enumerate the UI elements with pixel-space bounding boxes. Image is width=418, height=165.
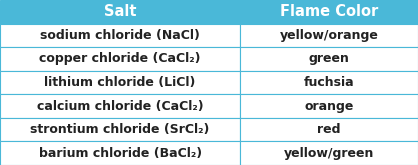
Text: yellow/green: yellow/green — [284, 147, 375, 160]
Text: copper chloride (CaCl₂): copper chloride (CaCl₂) — [39, 52, 201, 66]
Text: lithium chloride (LiCl): lithium chloride (LiCl) — [44, 76, 196, 89]
Text: barium chloride (BaCl₂): barium chloride (BaCl₂) — [38, 147, 202, 160]
Bar — [240, 94, 418, 118]
Bar — [240, 0, 418, 24]
Text: strontium chloride (SrCl₂): strontium chloride (SrCl₂) — [31, 123, 210, 136]
Bar — [240, 47, 418, 71]
Bar — [0, 47, 240, 71]
Bar — [0, 141, 240, 165]
Text: fuchsia: fuchsia — [304, 76, 354, 89]
Text: red: red — [317, 123, 341, 136]
Bar — [240, 141, 418, 165]
Text: yellow/orange: yellow/orange — [280, 29, 379, 42]
Bar — [240, 24, 418, 47]
Text: Salt: Salt — [104, 4, 136, 19]
Text: Flame Color: Flame Color — [280, 4, 378, 19]
Bar — [0, 24, 240, 47]
Bar — [240, 118, 418, 141]
Bar — [0, 94, 240, 118]
Bar — [240, 71, 418, 94]
Text: calcium chloride (CaCl₂): calcium chloride (CaCl₂) — [37, 99, 204, 113]
Bar — [0, 0, 240, 24]
Text: sodium chloride (NaCl): sodium chloride (NaCl) — [40, 29, 200, 42]
Bar — [0, 71, 240, 94]
Bar — [0, 118, 240, 141]
Text: green: green — [309, 52, 349, 66]
Text: orange: orange — [304, 99, 354, 113]
